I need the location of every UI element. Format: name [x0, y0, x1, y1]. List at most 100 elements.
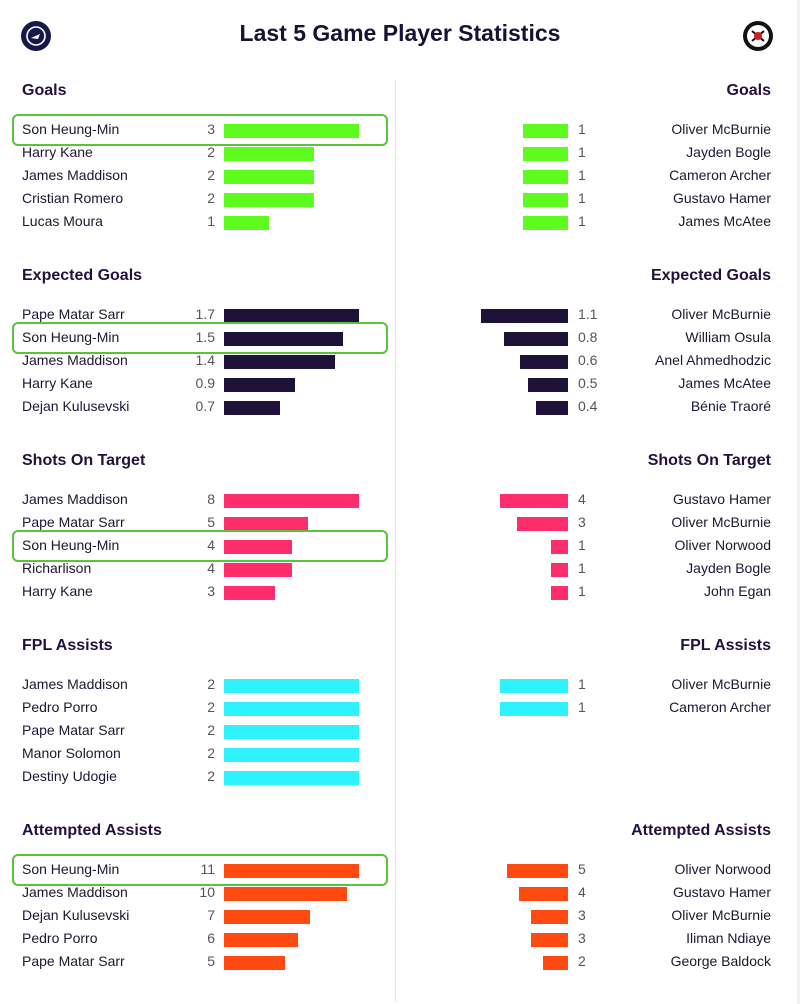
- stat-value: 7: [207, 907, 215, 923]
- player-row: Oliver McBurnie 1: [0, 119, 800, 142]
- stat-bar: [224, 355, 335, 369]
- player-name: Pape Matar Sarr: [22, 953, 125, 969]
- player-row: James Maddison 1.4: [0, 350, 800, 373]
- player-row: Gustavo Hamer 1: [0, 188, 800, 211]
- player-name: Cameron Archer: [669, 699, 771, 715]
- player-row: Bénie Traoré 0.4: [0, 396, 800, 419]
- player-row: George Baldock 2: [0, 951, 800, 974]
- player-row: Iliman Ndiaye 3: [0, 928, 800, 951]
- stat-value: 3: [578, 930, 586, 946]
- player-name: Manor Solomon: [22, 745, 121, 761]
- player-name: Richarlison: [22, 560, 92, 576]
- player-name: Oliver Norwood: [674, 537, 771, 553]
- player-name: Son Heung-Min: [22, 861, 120, 877]
- player-row: John Egan 1: [0, 581, 800, 604]
- player-row: James McAtee 0.5: [0, 373, 800, 396]
- stat-value: 2: [207, 699, 215, 715]
- stat-value: 3: [207, 121, 215, 137]
- stat-value: 1: [578, 537, 586, 553]
- stat-bar: [224, 725, 359, 739]
- stat-bar: [481, 309, 568, 323]
- section-title-shots-on-target-left: Shots On Target: [22, 452, 146, 469]
- player-name: James Maddison: [22, 676, 128, 692]
- player-row: Richarlison 4: [0, 558, 800, 581]
- stat-bar: [536, 401, 568, 415]
- player-name: Son Heung-Min: [22, 537, 120, 553]
- stat-value: 1: [207, 213, 215, 229]
- stat-value: 1: [578, 583, 586, 599]
- blades-crest-icon: [747, 25, 769, 47]
- player-row: Oliver Norwood 5: [0, 859, 800, 882]
- stat-bar: [224, 887, 347, 901]
- stat-bar: [224, 702, 359, 716]
- stat-bar: [224, 332, 343, 346]
- stat-value: 4: [578, 491, 586, 507]
- player-row: Oliver McBurnie 3: [0, 512, 800, 535]
- player-row: Oliver McBurnie 1.1: [0, 304, 800, 327]
- section-title-attempted-assists-left: Attempted Assists: [22, 822, 162, 839]
- stat-value: 1: [578, 190, 586, 206]
- player-row: William Osula 0.8: [0, 327, 800, 350]
- stat-bar: [224, 910, 310, 924]
- player-name: Harry Kane: [22, 583, 93, 599]
- player-name: James McAtee: [678, 375, 771, 391]
- player-name: Oliver McBurnie: [671, 907, 771, 923]
- player-row: James Maddison 2: [0, 165, 800, 188]
- player-name: Destiny Udogie: [22, 768, 117, 784]
- stat-bar: [528, 378, 568, 392]
- player-name: Oliver McBurnie: [671, 514, 771, 530]
- player-row: James Maddison 10: [0, 882, 800, 905]
- stat-bar: [224, 748, 359, 762]
- player-name: Iliman Ndiaye: [686, 930, 771, 946]
- stat-bar: [224, 586, 275, 600]
- section-title-goals-right: Goals: [726, 82, 771, 99]
- stat-bar: [224, 170, 314, 184]
- stat-value: 0.4: [578, 398, 598, 414]
- player-row: Dejan Kulusevski 7: [0, 905, 800, 928]
- player-row: Jayden Bogle 1: [0, 558, 800, 581]
- stat-bar: [543, 956, 568, 970]
- player-name: Pape Matar Sarr: [22, 306, 125, 322]
- stat-value: 5: [207, 514, 215, 530]
- stat-bar: [523, 216, 568, 230]
- player-name: James McAtee: [678, 213, 771, 229]
- player-name: Cristian Romero: [22, 190, 124, 206]
- section-title-fpl-assists-right: FPL Assists: [680, 637, 771, 654]
- stat-bar: [224, 124, 359, 138]
- stat-bar: [224, 216, 269, 230]
- section-title-expected-goals-right: Expected Goals: [650, 267, 771, 284]
- player-name: James Maddison: [22, 167, 128, 183]
- player-name: Lucas Moura: [22, 213, 103, 229]
- player-row: Pape Matar Sarr 2: [0, 720, 800, 743]
- stat-value: 1.5: [195, 329, 215, 345]
- section-title-goals-left: Goals: [22, 82, 67, 99]
- stat-bar: [531, 910, 568, 924]
- player-name: Gustavo Hamer: [672, 491, 771, 507]
- cockerel-crest-icon: [26, 26, 46, 46]
- stat-bar: [500, 702, 568, 716]
- stat-bar: [224, 401, 280, 415]
- stat-value: 1: [578, 167, 586, 183]
- stat-bar: [520, 355, 568, 369]
- player-row: Son Heung-Min 4: [0, 535, 800, 558]
- player-name: Pedro Porro: [22, 930, 98, 946]
- stat-bar: [551, 586, 568, 600]
- stat-value: 1: [578, 144, 586, 160]
- player-row: Gustavo Hamer 4: [0, 489, 800, 512]
- column-divider: [395, 80, 396, 1002]
- player-row: Oliver McBurnie 1: [0, 674, 800, 697]
- player-name: James Maddison: [22, 352, 128, 368]
- stat-bar: [224, 378, 295, 392]
- player-row: James McAtee 1: [0, 211, 800, 234]
- highlight-box: [12, 322, 388, 354]
- player-name: Gustavo Hamer: [672, 884, 771, 900]
- player-row: Jayden Bogle 1: [0, 142, 800, 165]
- stat-bar: [224, 679, 359, 693]
- stat-bar: [224, 540, 292, 554]
- player-row: Oliver Norwood 1: [0, 535, 800, 558]
- player-name: Harry Kane: [22, 375, 93, 391]
- player-name: Harry Kane: [22, 144, 93, 160]
- stat-value: 2: [207, 167, 215, 183]
- stat-value: 2: [207, 144, 215, 160]
- stat-bar: [224, 147, 314, 161]
